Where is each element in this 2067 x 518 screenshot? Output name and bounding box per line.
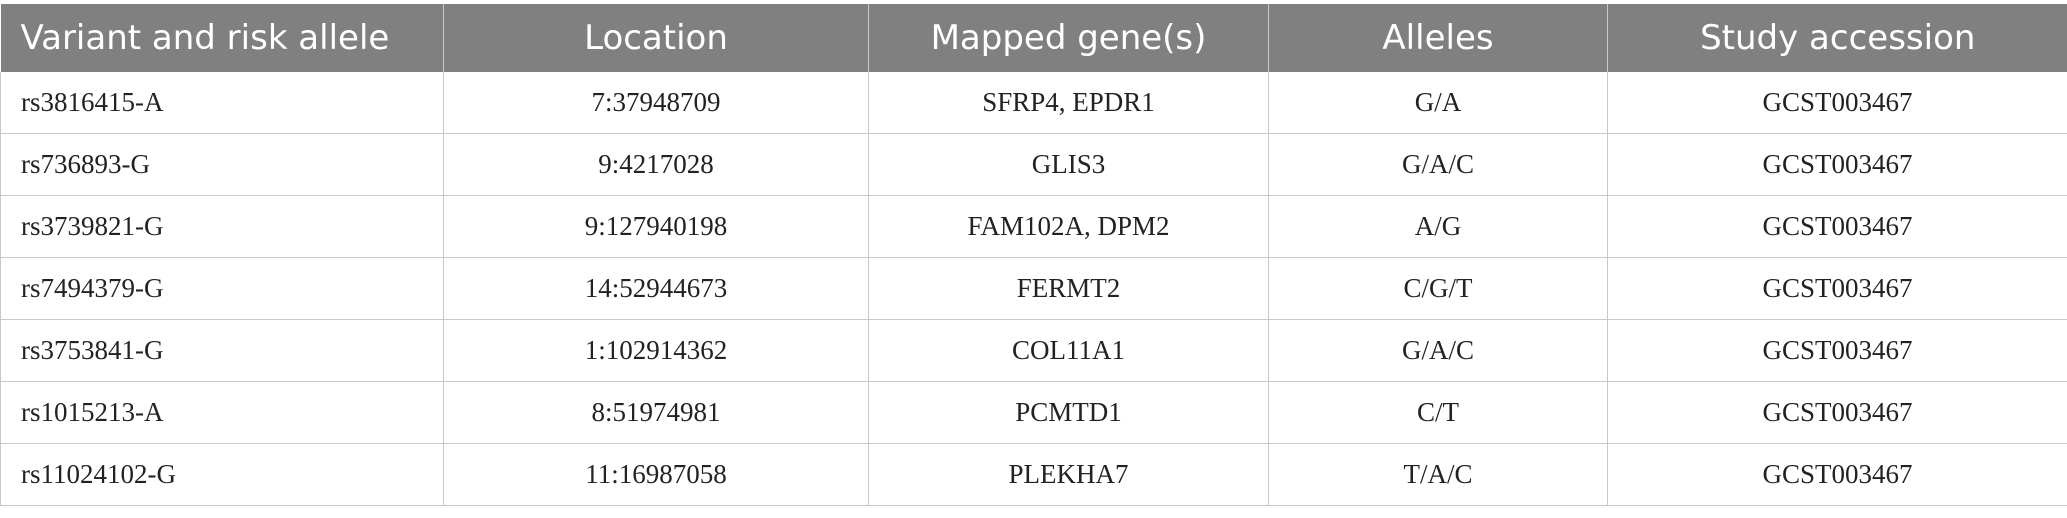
cell-mapped-genes: PCMTD1 [868,381,1269,444]
cell-study-accession: GCST003467 [1607,257,2067,320]
cell-location: 11:16987058 [443,443,869,506]
cell-study-accession: GCST003467 [1607,195,2067,258]
table-row: rs3739821-G 9:127940198 FAM102A, DPM2 A/… [0,195,2067,258]
cell-variant: rs736893-G [0,133,444,196]
cell-mapped-genes: PLEKHA7 [868,443,1269,506]
table-row: rs1015213-A 8:51974981 PCMTD1 C/T GCST00… [0,381,2067,444]
cell-alleles: A/G [1268,195,1608,258]
cell-location: 7:37948709 [443,72,869,134]
cell-mapped-genes: FERMT2 [868,257,1269,320]
cell-variant: rs1015213-A [0,381,444,444]
cell-alleles: G/A/C [1268,133,1608,196]
variant-table: Variant and risk allele Location Mapped … [0,4,2067,506]
cell-mapped-genes: GLIS3 [868,133,1269,196]
cell-location: 9:4217028 [443,133,869,196]
cell-alleles: G/A/C [1268,319,1608,382]
cell-alleles: T/A/C [1268,443,1608,506]
table-header: Variant and risk allele Location Mapped … [0,4,2067,72]
cell-study-accession: GCST003467 [1607,319,2067,382]
cell-location: 8:51974981 [443,381,869,444]
header-alleles[interactable]: Alleles [1268,4,1608,72]
table-row: rs3753841-G 1:102914362 COL11A1 G/A/C GC… [0,319,2067,382]
cell-variant: rs7494379-G [0,257,444,320]
cell-location: 9:127940198 [443,195,869,258]
cell-alleles: C/G/T [1268,257,1608,320]
cell-study-accession: GCST003467 [1607,443,2067,506]
cell-study-accession: GCST003467 [1607,72,2067,134]
variant-table-container: Variant and risk allele Location Mapped … [0,4,2067,506]
cell-location: 1:102914362 [443,319,869,382]
table-row: rs736893-G 9:4217028 GLIS3 G/A/C GCST003… [0,133,2067,196]
cell-study-accession: GCST003467 [1607,133,2067,196]
cell-alleles: G/A [1268,72,1608,134]
cell-location: 14:52944673 [443,257,869,320]
header-row: Variant and risk allele Location Mapped … [0,4,2067,72]
cell-alleles: C/T [1268,381,1608,444]
header-mapped-genes[interactable]: Mapped gene(s) [868,4,1269,72]
table-row: rs3816415-A 7:37948709 SFRP4, EPDR1 G/A … [0,72,2067,134]
cell-mapped-genes: FAM102A, DPM2 [868,195,1269,258]
table-body: rs3816415-A 7:37948709 SFRP4, EPDR1 G/A … [0,72,2067,506]
cell-variant: rs3739821-G [0,195,444,258]
table-row: rs11024102-G 11:16987058 PLEKHA7 T/A/C G… [0,443,2067,506]
cell-study-accession: GCST003467 [1607,381,2067,444]
cell-mapped-genes: COL11A1 [868,319,1269,382]
cell-variant: rs3816415-A [0,72,444,134]
cell-mapped-genes: SFRP4, EPDR1 [868,72,1269,134]
table-row: rs7494379-G 14:52944673 FERMT2 C/G/T GCS… [0,257,2067,320]
cell-variant: rs11024102-G [0,443,444,506]
header-variant[interactable]: Variant and risk allele [0,4,444,72]
header-study-accession[interactable]: Study accession [1607,4,2067,72]
header-location[interactable]: Location [443,4,869,72]
cell-variant: rs3753841-G [0,319,444,382]
